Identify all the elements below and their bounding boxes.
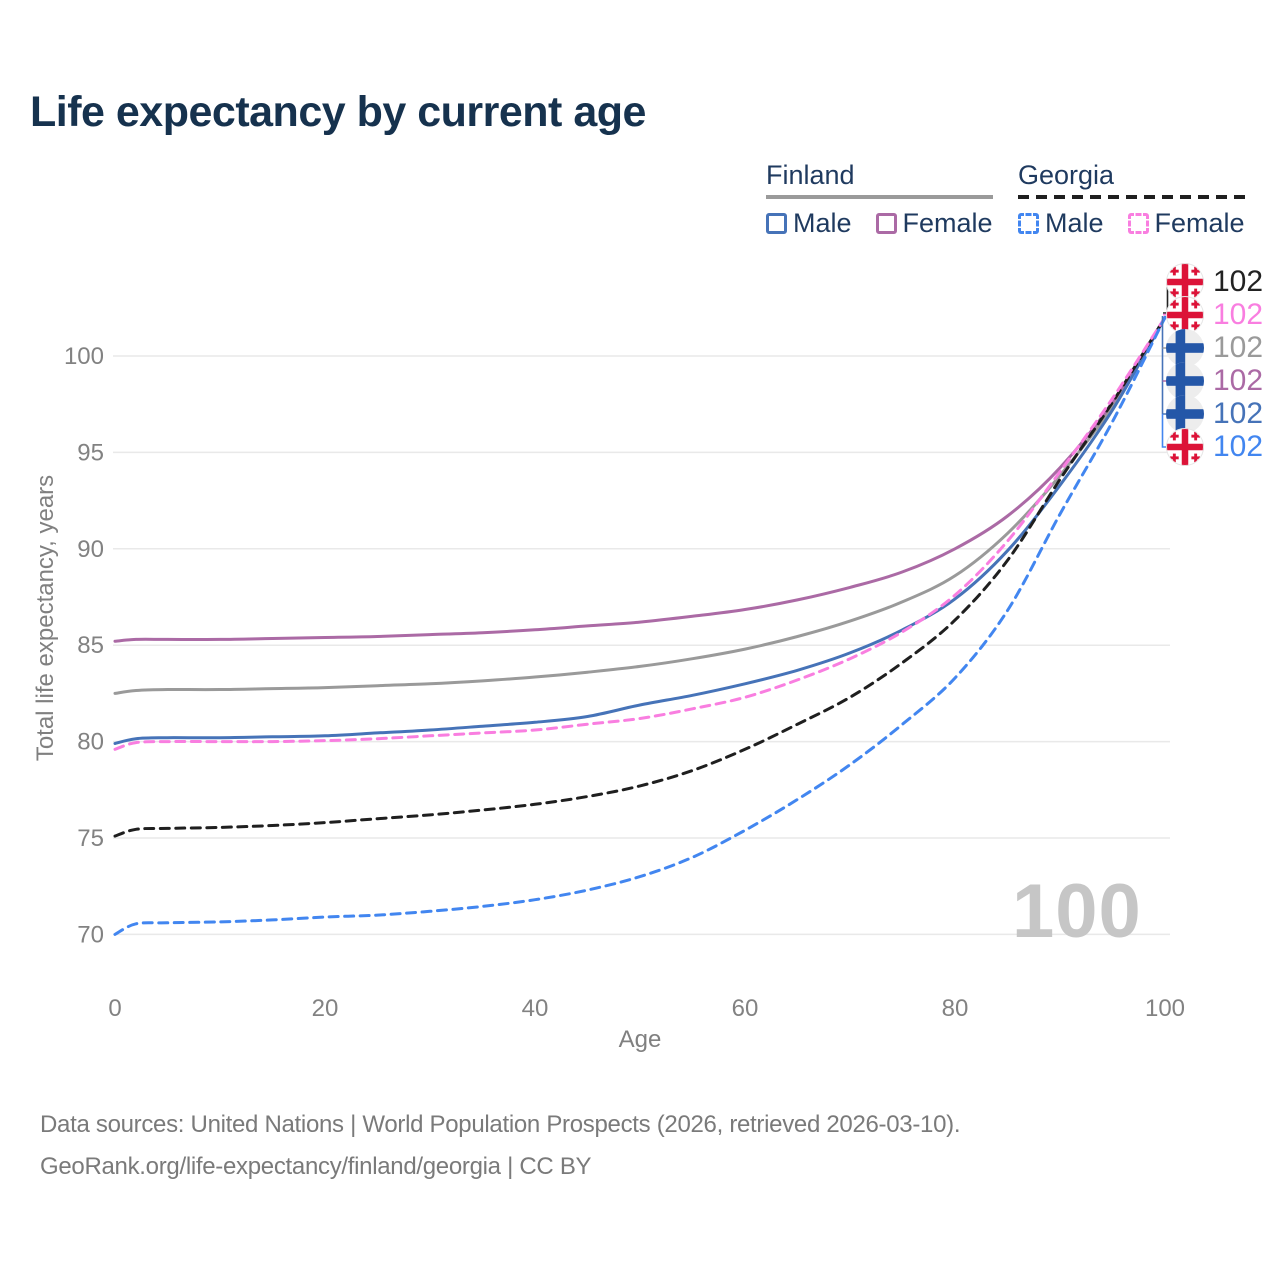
end-label-georgia-female: 102 (1166, 296, 1263, 334)
legend-label-finland-female: Female (902, 208, 993, 238)
end-value: 102 (1213, 298, 1264, 331)
series-line-georgia-female (113, 315, 1167, 751)
y-tick-label: 80 (77, 729, 104, 756)
chart-title: Life expectancy by current age (30, 88, 646, 136)
y-tick-label: 70 (77, 921, 104, 948)
legend-item-finland-female[interactable]: Female (875, 208, 993, 239)
georgia-dashed-line-sample (1018, 195, 1245, 199)
legend-group-georgia: Georgia Male Female (1018, 160, 1245, 239)
x-tick-label: 60 (732, 995, 759, 1022)
footer-attribution-line: GeoRank.org/life-expectancy/finland/geor… (40, 1153, 592, 1180)
georgia-male-swatch-icon[interactable] (1018, 213, 1039, 234)
legend-label-georgia-male: Male (1045, 208, 1104, 238)
x-tick-label: 20 (312, 995, 339, 1022)
y-tick-label: 90 (77, 536, 104, 563)
legend-item-georgia-male[interactable]: Male (1018, 208, 1104, 239)
end-label-finland-female: 102 (1166, 362, 1263, 400)
x-axis-title: Age (618, 1026, 662, 1053)
legend-header-finland: Finland (766, 160, 855, 190)
end-value: 102 (1213, 397, 1264, 430)
y-tick-label: 75 (77, 825, 104, 852)
series-line-georgia (113, 315, 1167, 838)
y-tick-label: 85 (77, 632, 104, 659)
legend-label-georgia-female: Female (1154, 208, 1245, 238)
end-value: 102 (1213, 331, 1264, 364)
footer: Data sources: United Nations | World Pop… (40, 1104, 961, 1188)
legend-header-georgia: Georgia (1018, 160, 1115, 190)
georgia-female-swatch-icon[interactable] (1127, 213, 1149, 234)
x-tick-label: 80 (942, 995, 969, 1022)
end-label-georgia-male: 102 (1166, 428, 1263, 466)
series-line-finland (113, 315, 1167, 695)
series-line-finland-female (113, 315, 1167, 643)
x-tick-label: 0 (108, 995, 121, 1022)
end-value: 102 (1213, 430, 1264, 463)
legend-item-finland-male[interactable]: Male (766, 208, 852, 239)
end-value: 102 (1213, 364, 1264, 397)
legend-item-georgia-female[interactable]: Female (1127, 208, 1245, 239)
end-value: 102 (1213, 265, 1264, 298)
end-label-finland-total: 102 (1166, 329, 1263, 367)
y-axis-title: Total life expectancy, years (32, 474, 59, 762)
series-line-georgia-male (113, 315, 1167, 936)
x-tick-label: 40 (522, 995, 549, 1022)
finland-male-swatch-icon[interactable] (766, 213, 787, 234)
y-tick-label: 95 (77, 439, 104, 466)
end-label-finland-male: 102 (1166, 395, 1263, 433)
georgia-flag-icon (1166, 428, 1204, 466)
legend-label-finland-male: Male (793, 208, 852, 238)
age-watermark: 100 (1012, 869, 1142, 954)
x-tick-label: 100 (1145, 995, 1185, 1022)
finland-solid-line-sample (766, 195, 993, 199)
footer-sources-line: Data sources: United Nations | World Pop… (40, 1111, 961, 1138)
legend-group-finland: Finland Male Female (766, 160, 993, 239)
finland-female-swatch-icon[interactable] (875, 213, 897, 234)
series-line-finland-male (113, 315, 1167, 745)
end-label-georgia-total: 102 (1166, 263, 1263, 301)
y-tick-label: 100 (64, 343, 104, 370)
